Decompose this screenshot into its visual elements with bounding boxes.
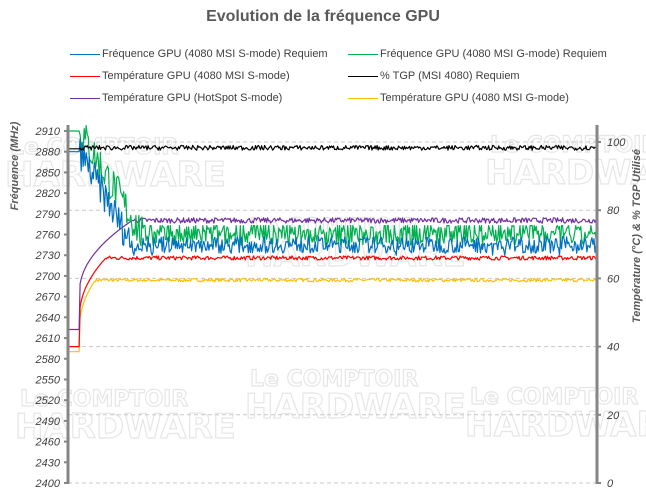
svg-text:40: 40 — [607, 342, 620, 354]
legend-item-temp-s-mode: Température GPU (4080 MSI S-mode) — [70, 70, 290, 82]
svg-text:2640: 2640 — [35, 312, 61, 324]
legend-label: Température GPU (HotSpot S-mode) — [102, 92, 283, 104]
svg-text:2670: 2670 — [35, 292, 61, 304]
svg-text:2400: 2400 — [35, 478, 61, 490]
series-line — [69, 138, 597, 256]
svg-text:2490: 2490 — [35, 416, 61, 428]
series-line — [69, 144, 597, 151]
series-lines — [69, 124, 597, 353]
svg-text:HARDWARE: HARDWARE — [465, 405, 646, 445]
legend-item-freq-s-mode: Fréquence GPU (4080 MSI S-mode) Requiem — [70, 48, 328, 60]
legend-swatch — [70, 97, 100, 99]
svg-text:2730: 2730 — [35, 250, 61, 262]
svg-text:0: 0 — [607, 478, 614, 490]
svg-text:2910: 2910 — [35, 126, 61, 138]
svg-text:HARDWARE: HARDWARE — [15, 407, 236, 447]
svg-text:2820: 2820 — [35, 188, 61, 200]
legend-item-tgp: % TGP (MSI 4080) Requiem — [348, 70, 520, 82]
svg-text:2520: 2520 — [35, 395, 61, 407]
legend-swatch — [348, 75, 378, 77]
series-line — [69, 124, 597, 247]
legend-label: Température GPU (4080 MSI S-mode) — [102, 70, 290, 82]
svg-text:Le COMPTOIR: Le COMPTOIR — [250, 367, 418, 392]
legend-label: % TGP (MSI 4080) Requiem — [380, 70, 520, 82]
series-line — [69, 277, 597, 353]
legend-item-temp-g-mode: Température GPU (4080 MSI G-mode) — [348, 92, 569, 104]
svg-text:HARDWARE: HARDWARE — [245, 387, 466, 427]
legend-swatch — [70, 75, 100, 77]
svg-text:2700: 2700 — [35, 271, 61, 283]
legend-swatch — [348, 97, 378, 99]
svg-text:2580: 2580 — [35, 354, 61, 366]
legend-swatch — [70, 53, 100, 55]
svg-text:Le COMPTOIR: Le COMPTOIR — [470, 385, 638, 410]
svg-text:2610: 2610 — [35, 333, 61, 345]
svg-text:Le COMPTOIR: Le COMPTOIR — [490, 133, 646, 158]
svg-text:2760: 2760 — [35, 230, 61, 242]
legend-label: Fréquence GPU (4080 MSI G-mode) Requiem — [380, 48, 607, 60]
legend-label: Température GPU (4080 MSI G-mode) — [380, 92, 569, 104]
series-line — [69, 255, 597, 348]
svg-text:2460: 2460 — [35, 437, 61, 449]
svg-text:2880: 2880 — [35, 147, 61, 159]
svg-text:100: 100 — [607, 137, 626, 149]
legend-label: Fréquence GPU (4080 MSI S-mode) Requiem — [102, 48, 328, 60]
svg-text:2850: 2850 — [35, 167, 61, 179]
legend-item-hotspot: Température GPU (HotSpot S-mode) — [70, 92, 282, 104]
svg-text:2430: 2430 — [35, 457, 61, 469]
svg-text:HARDWARE: HARDWARE — [485, 153, 646, 193]
y-axis-label-left: Fréquence (MHz) — [9, 121, 21, 211]
legend-swatch — [348, 53, 378, 55]
series-line — [69, 217, 597, 331]
y-axis-label-right: Température (°C) & % TGP Utilisé — [631, 148, 643, 324]
svg-text:80: 80 — [607, 205, 620, 217]
svg-text:2550: 2550 — [35, 374, 61, 386]
chart-title: Evolution de la fréquence GPU — [206, 8, 440, 25]
svg-text:20: 20 — [606, 410, 620, 422]
axes: 2400 2430 2460 2490 2520 2550 2580 2610 2640 2670… — [35, 125, 626, 490]
svg-text:2790: 2790 — [35, 209, 61, 221]
legend-item-freq-g-mode: Fréquence GPU (4080 MSI G-mode) Requiem — [348, 48, 607, 60]
svg-text:60: 60 — [607, 273, 620, 285]
svg-text:Le COMPTOIR: Le COMPTOIR — [20, 387, 188, 412]
